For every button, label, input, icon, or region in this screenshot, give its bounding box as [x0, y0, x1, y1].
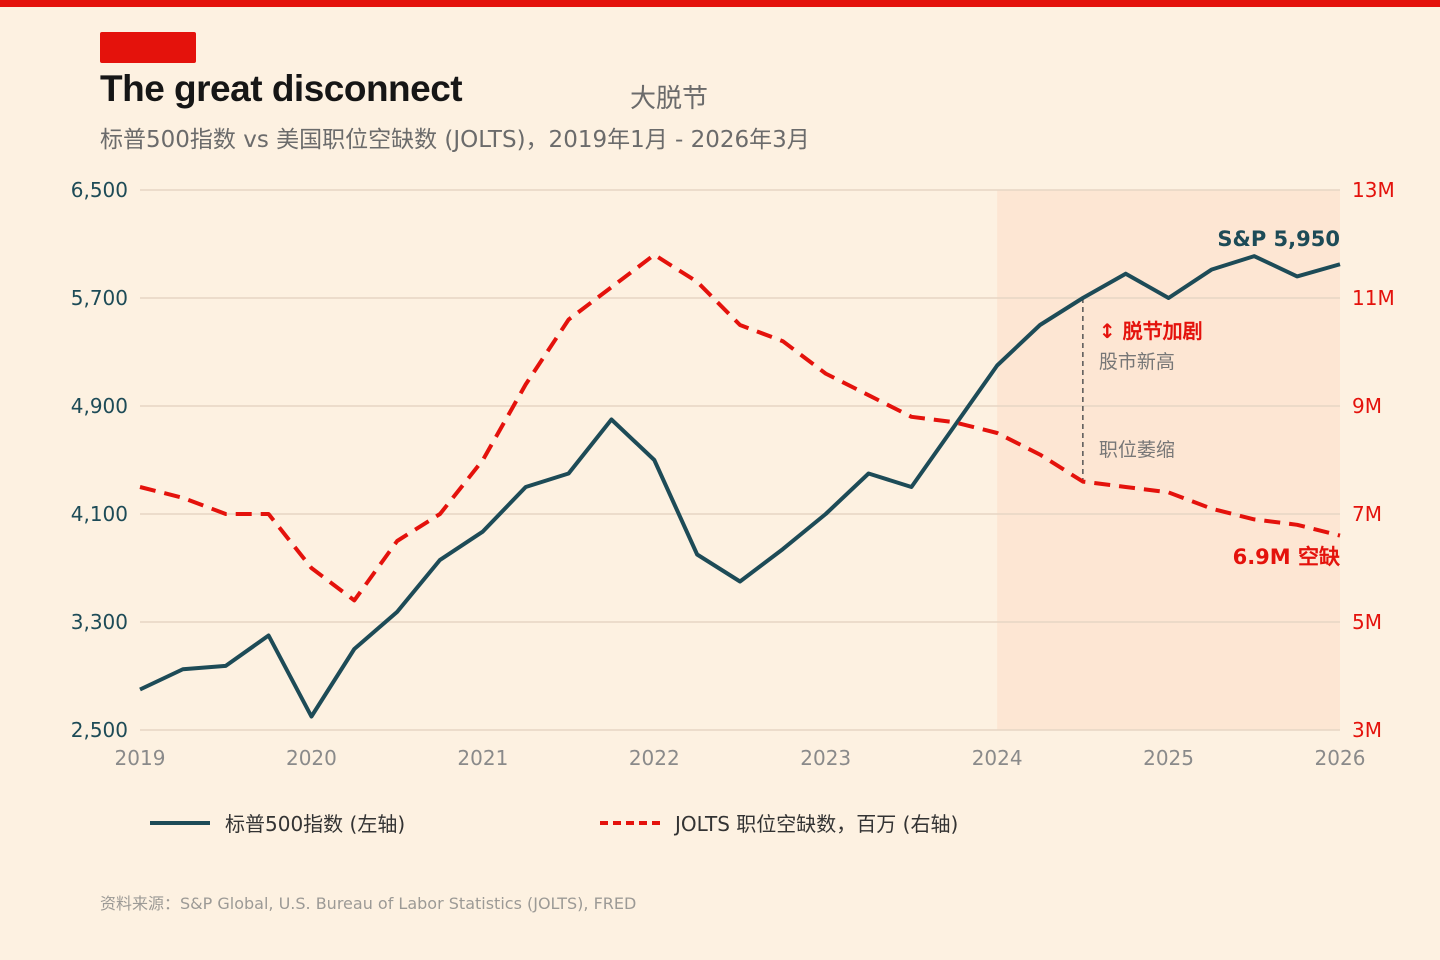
sp500-end-label: S&P 5,950 [1217, 227, 1340, 251]
source-note: 资料来源：S&P Global, U.S. Bureau of Labor St… [100, 894, 637, 913]
y-right-tick-label: 3M [1352, 718, 1382, 742]
jolts-line [139, 252, 1341, 603]
x-tick-label: 2023 [800, 746, 851, 770]
chart-title-cn: 大脱节 [630, 84, 709, 114]
y-right-tick-label: 7M [1352, 502, 1382, 526]
x-tick-label: 2020 [286, 746, 337, 770]
legend-label-jolts: JOLTS 职位空缺数，百万 (右轴) [675, 812, 959, 836]
gap-annotation-bottom: 职位萎缩 [1099, 439, 1175, 461]
y-left-tick-label: 3,300 [71, 610, 128, 634]
legend-label-sp: 标普500指数 (左轴) [225, 812, 406, 836]
legend-swatch-jolts [600, 820, 660, 825]
x-tick-label: 2019 [115, 746, 166, 770]
gap-annotation-title: ↕ 脱节加剧 [1099, 319, 1203, 343]
x-tick-label: 2022 [629, 746, 680, 770]
legend-item-sp: 标普500指数 (左轴) [150, 808, 405, 837]
top-accent-bar [0, 0, 1440, 7]
y-left-tick-label: 4,100 [71, 502, 128, 526]
sp500-line [139, 254, 1341, 719]
y-right-tick-label: 13M [1352, 178, 1395, 202]
jolts-end-label: 6.9M 空缺 [1233, 545, 1341, 569]
x-tick-label: 2025 [1143, 746, 1194, 770]
legend-item-jolts: JOLTS 职位空缺数，百万 (右轴) [600, 808, 958, 837]
y-left-tick-label: 6,500 [71, 178, 128, 202]
y-right-tick-label: 11M [1352, 286, 1395, 310]
shaded-region [997, 190, 1340, 730]
chart-title: The great disconnect [100, 68, 463, 109]
y-right-tick-label: 9M [1352, 394, 1382, 418]
chart-subtitle: 标普500指数 vs 美国职位空缺数 (JOLTS)，2019年1月 - 202… [100, 127, 810, 153]
y-right-tick-label: 5M [1352, 610, 1382, 634]
y-left-tick-label: 2,500 [71, 718, 128, 742]
y-left-tick-label: 5,700 [71, 286, 128, 310]
x-tick-label: 2024 [972, 746, 1023, 770]
x-tick-label: 2026 [1315, 746, 1366, 770]
gap-annotation-top: 股市新高 [1099, 351, 1175, 373]
legend-swatch-sp [150, 820, 210, 825]
accent-tag [100, 32, 196, 63]
x-tick-label: 2021 [457, 746, 508, 770]
y-left-tick-label: 4,900 [71, 394, 128, 418]
